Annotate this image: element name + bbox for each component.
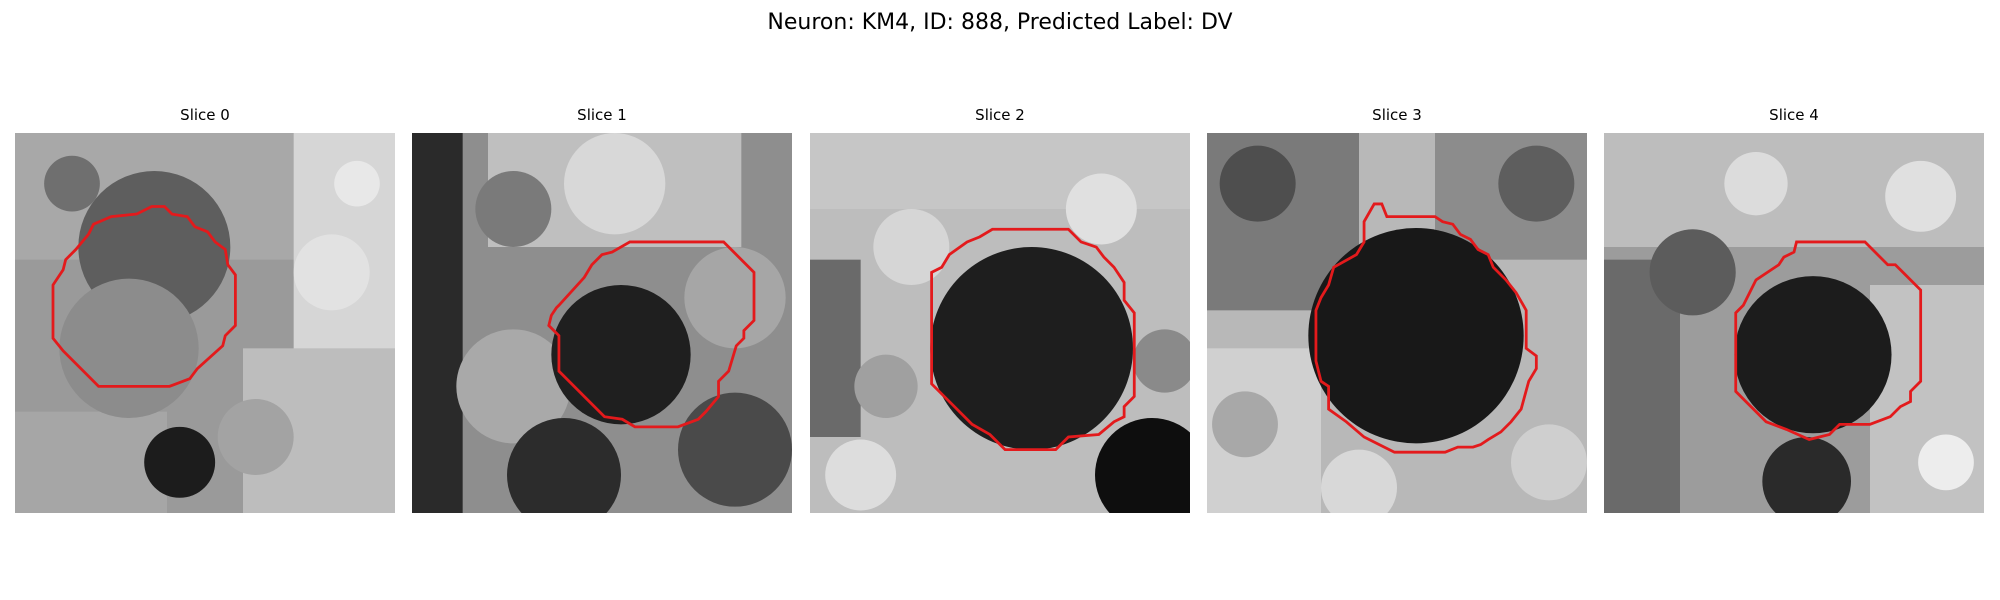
slice-title: Slice 4 <box>1769 106 1819 124</box>
slice-image <box>412 133 792 513</box>
slice-title: Slice 2 <box>975 106 1025 124</box>
slice-title: Slice 1 <box>577 106 627 124</box>
slice-image <box>810 133 1190 513</box>
figure-title: Neuron: KM4, ID: 888, Predicted Label: D… <box>767 10 1233 35</box>
slice-image <box>1604 133 1984 513</box>
slice-title: Slice 0 <box>180 106 230 124</box>
slice-image <box>1207 133 1587 513</box>
slice-title: Slice 3 <box>1372 106 1422 124</box>
slice-image <box>15 133 395 513</box>
